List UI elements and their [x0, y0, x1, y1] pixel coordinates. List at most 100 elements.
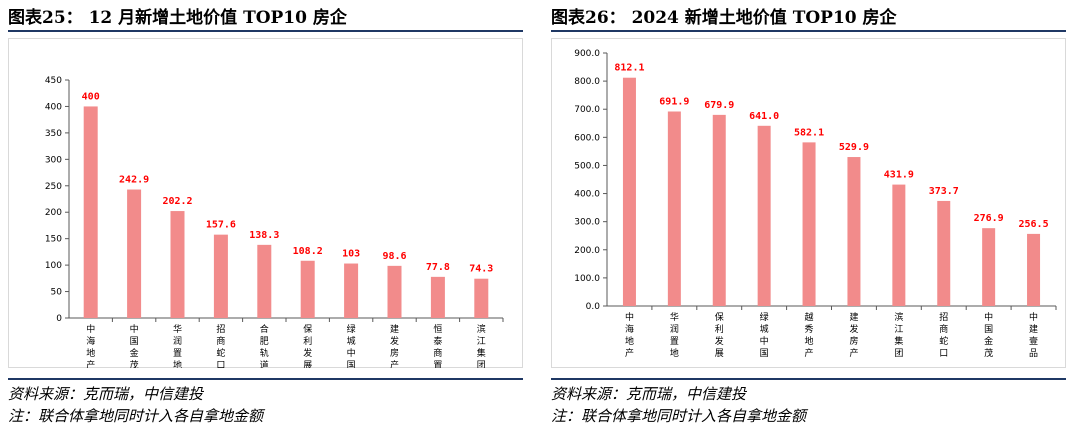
category-label-char: 润 [670, 323, 679, 335]
category-label-char: 滨 [477, 323, 486, 335]
bar [802, 142, 816, 306]
category-label-char: 商 [433, 347, 442, 359]
category-label-char: 金 [984, 335, 993, 347]
footer-rule [8, 378, 523, 380]
bar [257, 244, 272, 318]
data-label: 400 [82, 91, 100, 102]
bar [387, 265, 402, 318]
category-label-char: 泰 [433, 335, 442, 347]
bar [847, 157, 861, 306]
category-label-char: 国 [760, 348, 769, 359]
category-label-char: 建 [390, 323, 399, 335]
y-tick-label: 600.0 [574, 133, 600, 143]
category-label: 招商蛇口 [216, 323, 225, 368]
y-tick-label: 100.0 [574, 274, 600, 284]
y-tick-label: 350 [45, 129, 62, 139]
chart-title: 图表25： 12 月新增土地价值 TOP10 房企 [8, 8, 347, 28]
bar [127, 189, 142, 318]
chart-panel-right: 图表26： 2024 新增土地价值 TOP10 房企 0.0 100.0 200.0… [551, 0, 1080, 428]
category-label-char: 发 [303, 347, 312, 359]
category-label-char: 绿 [760, 311, 769, 323]
category-label-char: 中 [984, 311, 993, 323]
data-label: 582.1 [794, 127, 824, 138]
y-tick-label: 200.0 [574, 246, 600, 256]
category-label-char: 金 [130, 347, 139, 359]
data-label: 679.9 [704, 100, 734, 111]
y-tick-label: 0 [56, 314, 62, 324]
category-label-char: 茂 [984, 347, 993, 359]
data-label: 157.6 [206, 220, 236, 231]
category-label-char: 招 [216, 323, 225, 335]
category-label-char: 口 [939, 349, 948, 359]
bar [170, 211, 185, 318]
category-label: 绿城中国 [760, 311, 769, 359]
category-label: 建发房产 [390, 323, 399, 368]
category-label-char: 地 [86, 347, 95, 359]
category-label-char: 中 [86, 323, 95, 335]
category-label: 越秀地产 [805, 311, 814, 359]
category-label-char: 商 [939, 323, 948, 335]
data-label: 256.5 [1018, 219, 1048, 230]
category-label: 绿城中国 [347, 323, 356, 368]
category-label-char: 秀 [805, 323, 814, 335]
bar [622, 77, 636, 306]
category-label-char: 越 [805, 311, 814, 323]
footnote: 注：联合体拿地同时计入各自拿地金额 [551, 407, 807, 425]
category-label-char: 海 [86, 335, 95, 347]
category-label-char: 肥 [260, 336, 269, 347]
bar [213, 234, 228, 318]
y-tick-label: 400.0 [574, 190, 600, 200]
category-label-char: 建 [849, 311, 858, 323]
category-label: 华润置地 [670, 311, 679, 359]
bar [892, 184, 906, 306]
category-label-char: 产 [849, 347, 858, 359]
y-tick-label: 450 [45, 76, 62, 86]
bar [937, 200, 951, 306]
bar-chart: 050100150200250300350400450400中海地产242.9中… [45, 76, 504, 368]
data-label: 641.0 [749, 111, 779, 122]
category-label-char: 发 [390, 335, 399, 347]
category-label-char: 产 [805, 347, 814, 359]
category-label: 保利发展 [303, 323, 312, 368]
bar [83, 106, 98, 318]
category-label-char: 合 [260, 323, 269, 335]
category-label-char: 中 [347, 347, 356, 359]
category-label-char: 中 [1029, 311, 1038, 323]
category-label: 滨江集团 [894, 311, 903, 359]
category-label-char: 茂 [130, 359, 139, 368]
bar [712, 114, 726, 306]
bar [667, 111, 681, 306]
category-label-char: 轨 [260, 347, 269, 359]
title-rule [8, 30, 523, 32]
category-label: 招商蛇口 [939, 311, 948, 359]
data-label: 98.6 [382, 251, 406, 262]
category-label: 华润置地 [173, 323, 182, 368]
y-tick-label: 150 [45, 235, 62, 245]
category-label-char: 房 [390, 347, 399, 359]
data-label: 529.9 [839, 142, 869, 153]
category-label-char: 房 [849, 335, 858, 347]
category-label-char: 集 [894, 335, 903, 347]
category-label: 中国金茂 [130, 323, 139, 368]
y-tick-label: 800.0 [574, 77, 600, 87]
category-label-char: 海 [625, 323, 634, 335]
category-label-char: 置 [433, 360, 442, 368]
category-label-char: 江 [477, 336, 486, 347]
data-label: 108.2 [293, 246, 323, 257]
footnote: 注：联合体拿地同时计入各自拿地金额 [8, 407, 264, 425]
bar [300, 260, 315, 318]
y-tick-label: 300 [45, 155, 62, 165]
category-label-char: 产 [625, 347, 634, 359]
category-label-char: 置 [173, 348, 182, 359]
category-label-char: 团 [477, 360, 486, 368]
category-label-char: 保 [303, 323, 312, 335]
category-label-char: 口 [216, 361, 225, 368]
category-label: 滨江集团 [477, 323, 486, 368]
category-label: 恒泰商置 [433, 323, 442, 368]
category-label-char: 地 [805, 335, 814, 347]
category-label-char: 城 [760, 324, 769, 335]
category-label: 中海地产 [86, 323, 95, 368]
data-label: 242.9 [119, 175, 149, 186]
category-label-char: 展 [303, 360, 312, 368]
data-label: 103 [342, 249, 360, 260]
